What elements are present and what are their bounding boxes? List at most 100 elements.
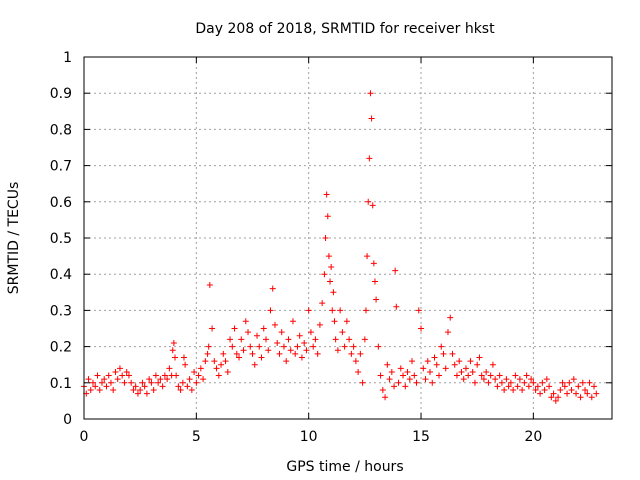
data-point: [564, 390, 571, 397]
data-point: [331, 318, 338, 325]
data-point: [435, 372, 442, 379]
data-point: [258, 354, 265, 361]
data-point: [521, 379, 528, 386]
data-point: [177, 387, 184, 394]
data-point: [369, 202, 376, 209]
data-point: [233, 350, 240, 357]
data-point: [287, 347, 294, 354]
data-point: [121, 379, 128, 386]
y-tick-label: 0.3: [50, 303, 72, 319]
data-point: [568, 387, 575, 394]
data-point: [184, 383, 191, 390]
data-point: [303, 347, 310, 354]
data-point: [507, 379, 514, 386]
data-point: [301, 339, 308, 346]
data-point: [485, 379, 492, 386]
y-tick-label: 0.9: [50, 86, 72, 102]
data-point: [362, 307, 369, 314]
chart-title: Day 208 of 2018, SRMTID for receiver hks…: [195, 21, 495, 37]
data-point: [222, 358, 229, 365]
data-point: [334, 347, 341, 354]
data-point: [170, 339, 177, 346]
data-point: [570, 376, 577, 383]
data-point: [271, 321, 278, 328]
data-point: [329, 307, 336, 314]
data-point: [112, 368, 119, 375]
data-point: [240, 347, 247, 354]
data-point: [139, 379, 146, 386]
data-point: [478, 372, 485, 379]
data-point: [245, 329, 252, 336]
data-point: [173, 372, 180, 379]
data-point: [420, 365, 427, 372]
data-point: [164, 376, 171, 383]
data-point: [411, 372, 418, 379]
data-point: [285, 336, 292, 343]
data-point: [367, 90, 374, 97]
x-tick-label: 5: [192, 429, 201, 445]
data-point: [254, 332, 261, 339]
data-point: [382, 394, 389, 401]
axis-ticks: 00.10.20.30.40.50.60.70.80.910 5 10 15 20: [50, 50, 612, 445]
data-point: [355, 368, 362, 375]
x-axis-label: GPS time / hours: [286, 459, 403, 475]
data-point: [339, 329, 346, 336]
x-tick-label: 0: [80, 429, 89, 445]
data-point: [256, 343, 263, 350]
data-point: [366, 155, 373, 162]
data-point: [274, 339, 281, 346]
data-point: [175, 383, 182, 390]
y-tick-label: 0.5: [50, 231, 72, 247]
data-point: [143, 390, 150, 397]
data-point: [384, 361, 391, 368]
data-point: [110, 387, 117, 394]
data-point: [294, 343, 301, 350]
data-point: [503, 376, 510, 383]
data-point: [373, 296, 380, 303]
data-point: [101, 376, 108, 383]
data-point: [541, 387, 548, 394]
data-point: [348, 350, 355, 357]
data-point: [98, 379, 105, 386]
data-point: [132, 383, 139, 390]
data-point: [260, 325, 267, 332]
data-point: [141, 383, 148, 390]
data-point: [409, 358, 416, 365]
data-point: [193, 379, 200, 386]
data-point: [415, 307, 422, 314]
data-point: [584, 390, 591, 397]
data-point: [346, 336, 353, 343]
data-point: [525, 383, 532, 390]
data-point: [224, 368, 231, 375]
data-point: [146, 376, 153, 383]
data-point: [451, 361, 458, 368]
data-point: [528, 376, 535, 383]
data-point: [532, 387, 539, 394]
data-point: [119, 372, 126, 379]
data-point: [593, 390, 600, 397]
data-point: [505, 383, 512, 390]
data-point: [269, 285, 276, 292]
data-point: [365, 198, 372, 205]
data-point: [328, 263, 335, 270]
data-point: [400, 372, 407, 379]
data-point: [220, 350, 227, 357]
data-point: [155, 379, 162, 386]
data-point: [391, 383, 398, 390]
data-point: [314, 350, 321, 357]
data-point: [510, 387, 517, 394]
data-point: [498, 379, 505, 386]
data-point: [213, 365, 220, 372]
plot-frame: [83, 56, 613, 420]
data-point: [350, 343, 357, 350]
y-tick-label: 0.8: [50, 122, 72, 138]
data-point: [324, 213, 331, 220]
data-point: [137, 387, 144, 394]
data-point: [278, 329, 285, 336]
data-point: [152, 372, 159, 379]
data-point: [586, 379, 593, 386]
data-point: [364, 253, 371, 260]
data-point: [87, 387, 94, 394]
data-point: [433, 361, 440, 368]
y-tick-label: 0.2: [50, 340, 72, 356]
